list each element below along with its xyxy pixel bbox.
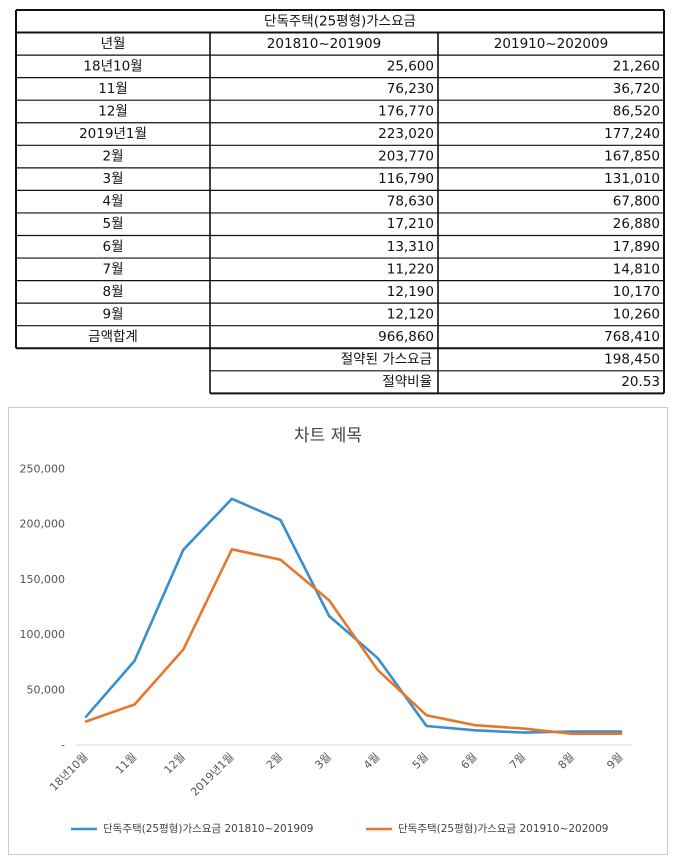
table-cell-value: 26,880 — [613, 216, 660, 232]
table-cell-value: 177,240 — [604, 126, 660, 142]
x-tick-label: 6월 — [458, 750, 479, 771]
series-line-2 — [84, 548, 623, 736]
y-tick-label: 200,000 — [20, 518, 66, 531]
table-row-label: 7월 — [102, 261, 123, 277]
table-total-label: 금액합계 — [88, 329, 138, 345]
table-cell-value: 13,310 — [387, 239, 434, 255]
x-tick-label: 7월 — [507, 750, 528, 771]
table-row-label: 2019년1월 — [79, 126, 147, 142]
table-cell-value: 17,890 — [613, 239, 660, 255]
x-tick-label: 4월 — [361, 750, 382, 771]
table-cell-value: 11,220 — [387, 261, 434, 277]
table-header-cell: 201910~202009 — [494, 36, 608, 52]
x-tick-label: 2월 — [264, 750, 285, 771]
table-row-label: 4월 — [102, 194, 123, 210]
table-cell-value: 12,190 — [387, 284, 434, 300]
table-cell-value: 176,770 — [378, 103, 434, 119]
table-row-label: 8월 — [102, 284, 123, 300]
table-cell-value: 86,520 — [613, 103, 660, 119]
y-tick-label: 150,000 — [20, 573, 66, 586]
table-row-label: 2월 — [102, 149, 123, 165]
line-chart: 차트 제목 - 50,000 100,000 150,000 200,000 250,000… — [8, 407, 668, 855]
x-tick-label: 18년10월 — [47, 750, 90, 793]
legend-label: 단독주택(25평형)가스요금 201810~201909 — [103, 823, 313, 835]
table-row-label: 5월 — [102, 216, 123, 232]
table-header-cell: 201810~201909 — [267, 36, 381, 52]
table-summary-value: 198,450 — [604, 352, 660, 368]
chart-title: 차트 제목 — [294, 426, 362, 446]
x-tick-label: 2019년1월 — [188, 750, 236, 798]
table-cell-value: 21,260 — [613, 58, 660, 74]
table-summary-value: 20.53 — [621, 374, 660, 390]
table-cell-value: 25,600 — [387, 58, 434, 74]
table-cell-value: 131,010 — [604, 171, 660, 187]
x-tick-label: 12월 — [162, 750, 188, 776]
table-cell-value: 36,720 — [613, 81, 660, 97]
table-summary-label: 절약비율 — [382, 374, 432, 390]
y-tick-label: 250,000 — [20, 463, 66, 476]
series-line-1 — [84, 497, 623, 734]
table-row-label: 11월 — [98, 81, 128, 97]
table-row-label: 9월 — [102, 306, 123, 322]
x-tick-label: 11월 — [113, 750, 139, 776]
table-cell-value: 203,770 — [378, 149, 434, 165]
table-cell-value: 223,020 — [378, 126, 434, 142]
table-cell-value: 78,630 — [387, 194, 434, 210]
table-cell-value: 17,210 — [387, 216, 434, 232]
table-cell-value: 14,810 — [613, 261, 660, 277]
table-row-label: 6월 — [102, 239, 123, 255]
y-tick-label: 100,000 — [20, 628, 66, 641]
x-tick-label: 5월 — [410, 750, 431, 771]
table-row-label: 18년10월 — [83, 58, 142, 74]
table-cell-value: 167,850 — [604, 149, 660, 165]
table-row-label: 12월 — [98, 103, 128, 119]
table-cell-value: 10,170 — [613, 284, 660, 300]
table-cell-value: 76,230 — [387, 81, 434, 97]
table-summary-label: 절약된 가스요금 — [341, 352, 432, 368]
table-title: 단독주택(25평형)가스요금 — [264, 13, 416, 29]
table-cell-value: 67,800 — [613, 194, 660, 210]
y-tick-label: - — [61, 739, 65, 752]
table-total-value: 966,860 — [378, 329, 434, 345]
table-cell-value: 12,120 — [387, 306, 434, 322]
x-tick-label: 8월 — [556, 750, 577, 771]
y-tick-label: 50,000 — [27, 683, 66, 696]
table-header-cell: 년월 — [101, 36, 126, 52]
x-tick-label: 3월 — [312, 750, 333, 771]
table-cell-value: 116,790 — [378, 171, 434, 187]
x-tick-label: 9월 — [604, 750, 625, 771]
table-cell-value: 10,260 — [613, 306, 660, 322]
legend-label: 단독주택(25평형)가스요금 201910~202009 — [398, 823, 608, 835]
table-total-value: 768,410 — [604, 329, 660, 345]
table-row-label: 3월 — [102, 171, 123, 187]
